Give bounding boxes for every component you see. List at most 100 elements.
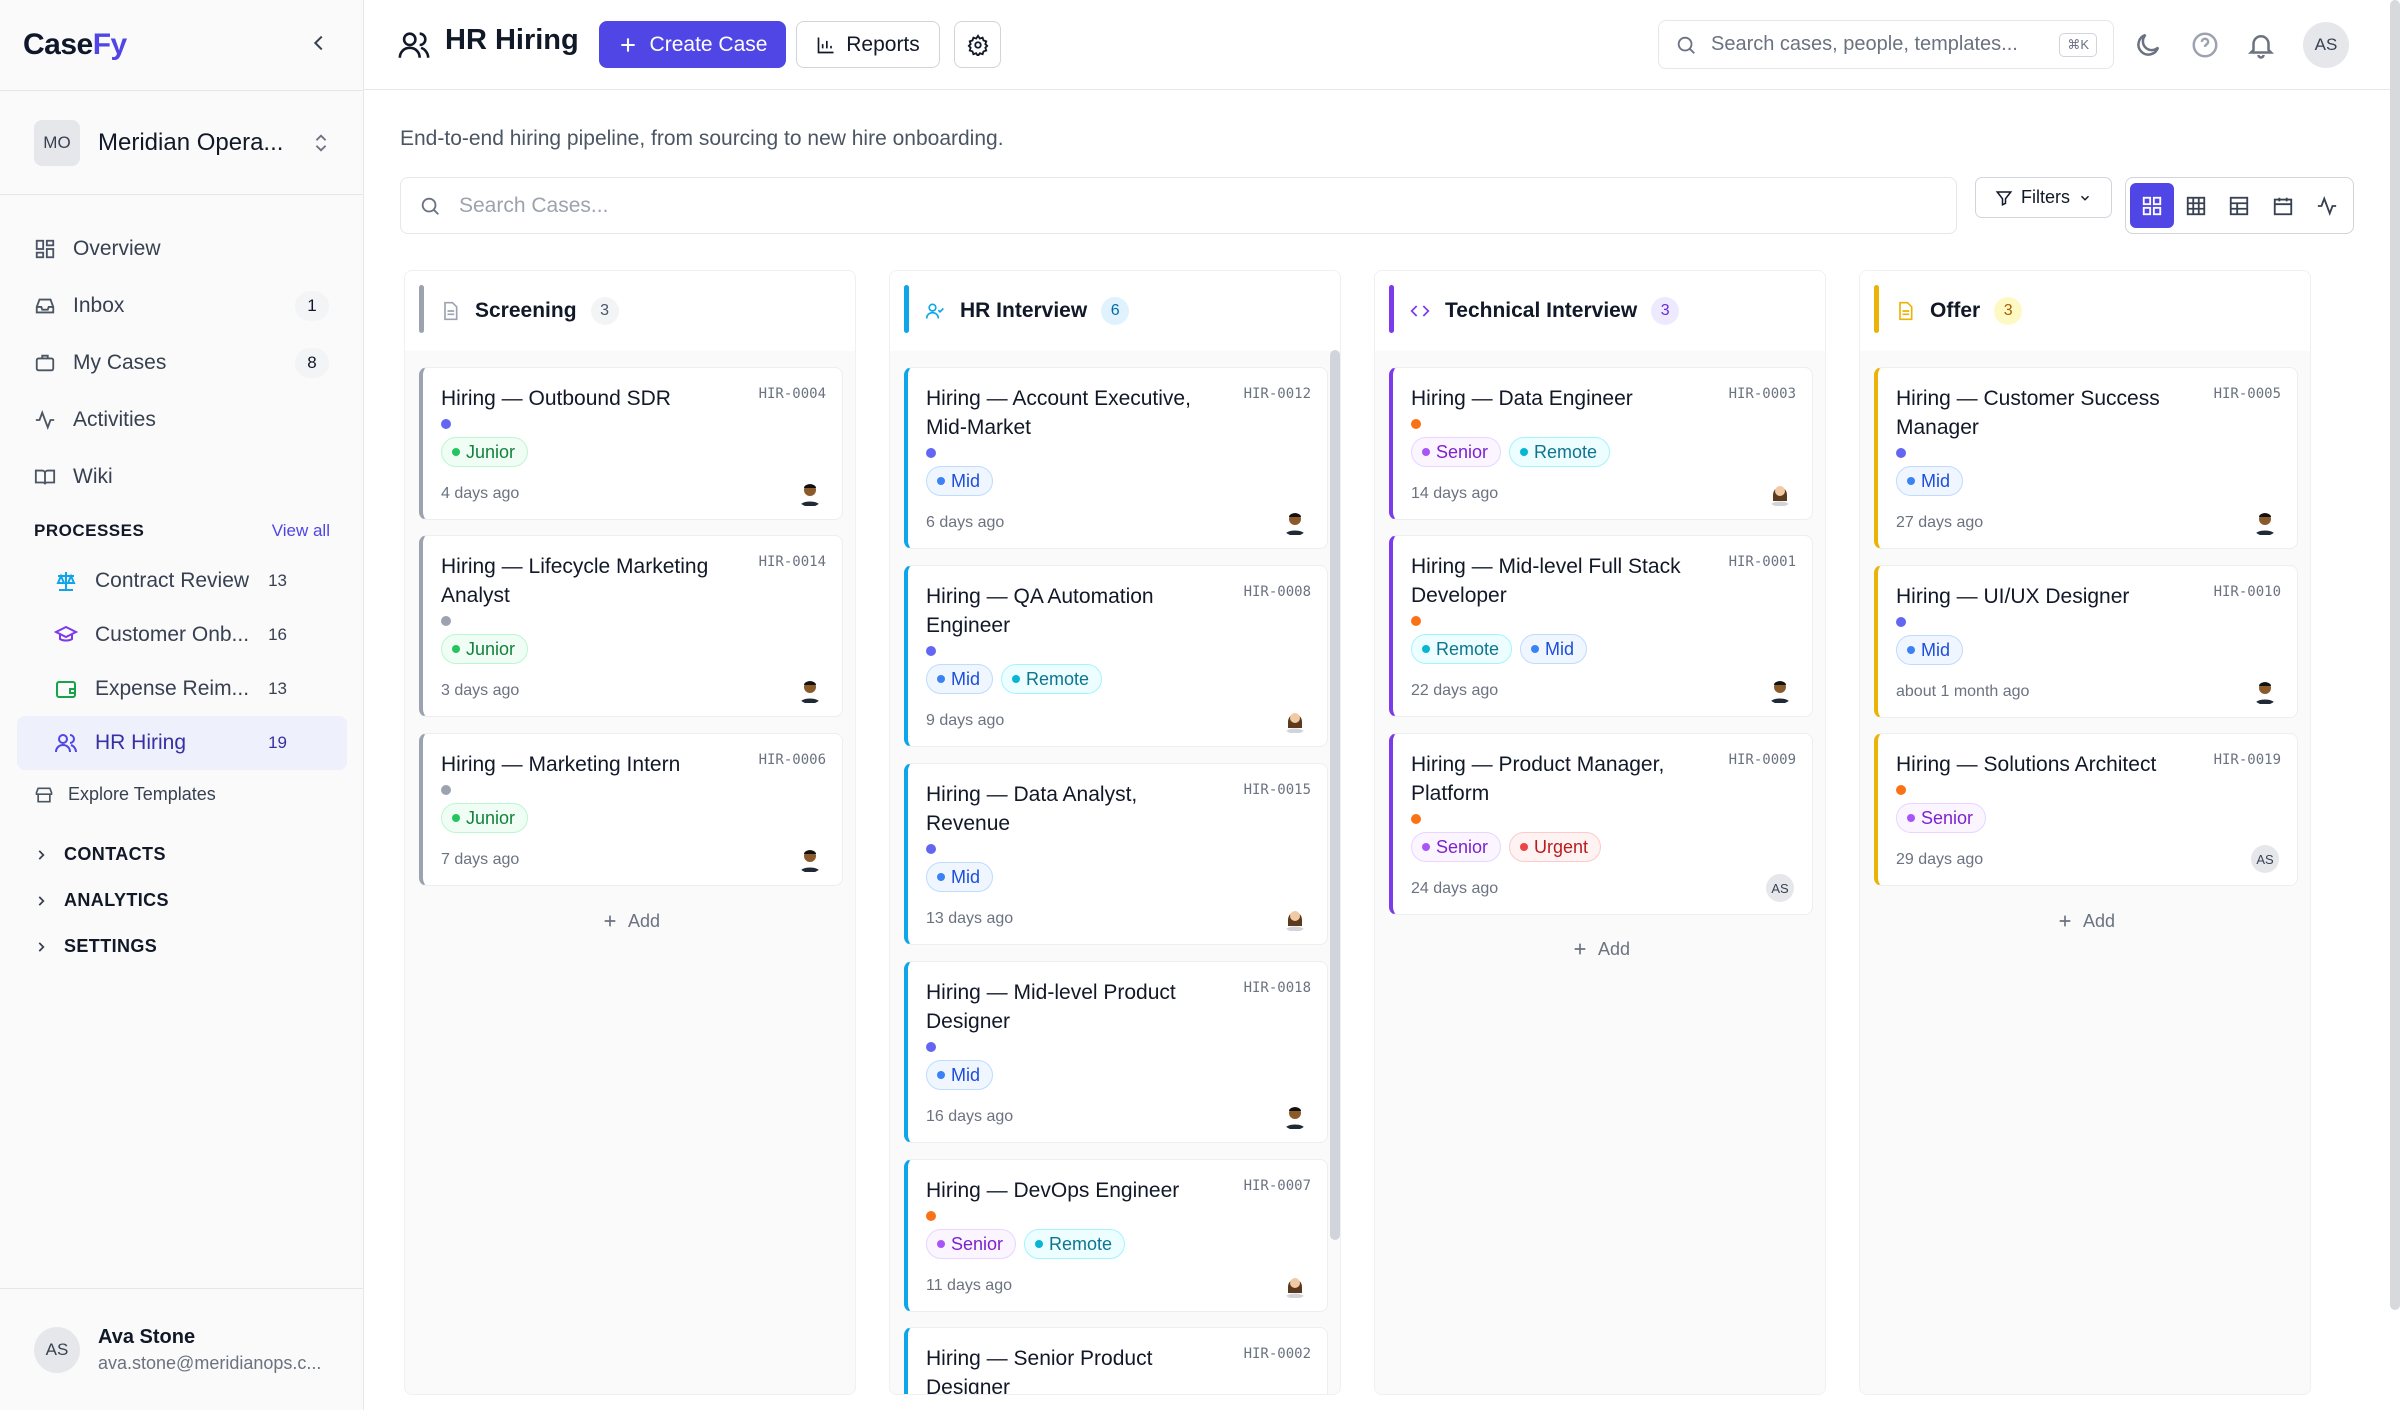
- column-header: Technical Interview 3: [1375, 271, 1825, 351]
- gear-icon: [967, 33, 988, 56]
- card-time: 13 days ago: [926, 910, 1014, 927]
- nav-inbox[interactable]: Inbox 1: [17, 277, 347, 334]
- process-count: 16: [268, 625, 287, 644]
- add-card-button[interactable]: Add: [419, 899, 843, 943]
- case-card[interactable]: Hiring — Marketing Intern HIR-0006 Junio…: [419, 733, 843, 886]
- tag-urgent: Urgent: [1509, 832, 1602, 862]
- search-cases-input[interactable]: Search Cases...: [400, 177, 1957, 234]
- explore-templates-link[interactable]: Explore Templates: [34, 784, 216, 805]
- tag-mid: Mid: [926, 862, 994, 892]
- case-card[interactable]: Hiring — QA Automation Engineer HIR-0008…: [904, 565, 1328, 747]
- users-icon: [53, 730, 79, 756]
- case-card[interactable]: Hiring — DevOps Engineer HIR-0007 Senior…: [904, 1159, 1328, 1312]
- tag-mid: Mid: [1896, 635, 1964, 665]
- filters-button[interactable]: Filters: [1975, 177, 2112, 218]
- page-scrollbar[interactable]: [2390, 0, 2400, 1310]
- case-card[interactable]: Hiring — Product Manager, Platform HIR-0…: [1389, 733, 1813, 915]
- column-color-bar: [904, 285, 909, 333]
- view-activity-button[interactable]: [2305, 183, 2349, 228]
- column-technical-interview: Technical Interview 3 Hiring — Data Engi…: [1374, 270, 1826, 1395]
- help-icon[interactable]: [2190, 30, 2220, 60]
- column-title: Screening: [475, 299, 577, 322]
- process-contract-review[interactable]: Contract Review 13: [17, 554, 347, 608]
- case-card[interactable]: Hiring — Account Executive, Mid-Market H…: [904, 367, 1328, 549]
- moon-icon[interactable]: [2133, 30, 2163, 60]
- case-card[interactable]: Hiring — Customer Success Manager HIR-00…: [1874, 367, 2298, 549]
- nav-my-cases[interactable]: My Cases 8: [17, 334, 347, 391]
- nav-activities[interactable]: Activities: [17, 391, 347, 448]
- card-title: Hiring — UI/UX Designer: [1896, 585, 2130, 608]
- view-grid-button[interactable]: [2174, 183, 2218, 228]
- column-count: 6: [1101, 297, 1130, 325]
- case-card[interactable]: Hiring — Solutions Architect HIR-0019 Se…: [1874, 733, 2298, 886]
- settings-button[interactable]: [954, 21, 1001, 68]
- assignee-avatar-icon: [2251, 508, 2279, 536]
- workspace-switcher[interactable]: MO Meridian Opera...: [0, 90, 364, 195]
- add-card-button[interactable]: Add: [1874, 899, 2298, 943]
- card-time: 29 days ago: [1896, 851, 1984, 868]
- page-subtitle: End-to-end hiring pipeline, from sourcin…: [400, 127, 1004, 150]
- view-table-button[interactable]: [2218, 183, 2262, 228]
- nav-overview[interactable]: Overview: [17, 220, 347, 277]
- card-time: 6 days ago: [926, 514, 1005, 531]
- nav-wiki[interactable]: Wiki: [17, 448, 347, 505]
- add-card-button[interactable]: Add: [1389, 927, 1813, 971]
- list-table-icon: [2230, 196, 2249, 215]
- process-hr-hiring[interactable]: HR Hiring 19: [17, 716, 347, 770]
- processes-view-all-link[interactable]: View all: [271, 521, 330, 540]
- column-count: 3: [1651, 297, 1680, 325]
- card-time: 27 days ago: [1896, 514, 1984, 531]
- process-count: 19: [268, 733, 287, 752]
- case-card[interactable]: Hiring — UI/UX Designer HIR-0010 Mid abo…: [1874, 565, 2298, 718]
- graduation-cap-icon: [53, 622, 79, 648]
- filter-icon: [1995, 190, 2013, 206]
- assignee-avatar-icon: [2251, 677, 2279, 705]
- card-title: Hiring — Data Engineer: [1411, 387, 1633, 410]
- global-search-input[interactable]: Search cases, people, templates... ⌘K: [1658, 20, 2114, 69]
- case-card[interactable]: Hiring — Lifecycle Marketing Analyst HIR…: [419, 535, 843, 717]
- brand-logo[interactable]: CaseFy: [23, 28, 127, 62]
- case-card[interactable]: Hiring — Outbound SDR HIR-0004 Junior 4 …: [419, 367, 843, 520]
- card-time: 22 days ago: [1411, 682, 1499, 699]
- store-icon: [35, 787, 53, 802]
- view-board-button[interactable]: [2130, 183, 2174, 228]
- column-color-bar: [1389, 285, 1394, 333]
- section-settings-label: SETTINGS: [64, 936, 158, 956]
- user-check-icon: [924, 300, 946, 322]
- document-text-icon: [1894, 300, 1916, 322]
- nav-inbox-label: Inbox: [73, 293, 125, 317]
- column-hr-interview: HR Interview 6 Hiring — Account Executiv…: [889, 270, 1341, 1395]
- priority-dot: [1411, 616, 1421, 626]
- process-customer-onboarding[interactable]: Customer Onb... 16: [17, 608, 347, 662]
- case-card[interactable]: Hiring — Senior Product Designer HIR-000…: [904, 1327, 1328, 1394]
- section-contacts[interactable]: CONTACTS: [34, 844, 166, 865]
- view-calendar-button[interactable]: [2261, 183, 2305, 228]
- assignee-avatar-icon: [1281, 1102, 1309, 1130]
- case-card[interactable]: Hiring — Mid-level Product Designer HIR-…: [904, 961, 1328, 1143]
- case-card[interactable]: Hiring — Data Engineer HIR-0003 Senior R…: [1389, 367, 1813, 520]
- section-analytics[interactable]: ANALYTICS: [34, 890, 169, 911]
- user-menu-avatar[interactable]: AS: [2303, 22, 2349, 68]
- inbox-count-badge: 1: [295, 290, 329, 321]
- bell-icon[interactable]: [2246, 30, 2276, 60]
- card-id: HIR-0014: [758, 554, 826, 570]
- reports-button[interactable]: Reports: [796, 21, 940, 68]
- tag-senior: Senior: [926, 1229, 1017, 1259]
- case-card[interactable]: Hiring — Data Analyst, Revenue HIR-0015 …: [904, 763, 1328, 945]
- tag-remote: Remote: [1509, 437, 1611, 467]
- create-case-button[interactable]: Create Case: [599, 21, 786, 68]
- card-id: HIR-0006: [758, 752, 826, 768]
- priority-dot: [1411, 814, 1421, 824]
- section-settings[interactable]: SETTINGS: [34, 936, 157, 957]
- column-scrollbar[interactable]: [1330, 350, 1340, 1240]
- user-avatar: AS: [34, 1326, 80, 1373]
- case-card[interactable]: Hiring — Mid-level Full Stack Developer …: [1389, 535, 1813, 717]
- process-expense-reimbursement[interactable]: Expense Reim... 13: [17, 662, 347, 716]
- processes-heading: PROCESSES: [34, 521, 145, 540]
- user-profile[interactable]: AS Ava Stone ava.stone@meridianops.c...: [0, 1288, 364, 1410]
- column-title: Offer: [1930, 299, 1981, 322]
- workspace-name: Meridian Opera...: [98, 128, 284, 156]
- card-title: Hiring — Marketing Intern: [441, 753, 681, 776]
- collapse-sidebar-button[interactable]: [308, 29, 330, 61]
